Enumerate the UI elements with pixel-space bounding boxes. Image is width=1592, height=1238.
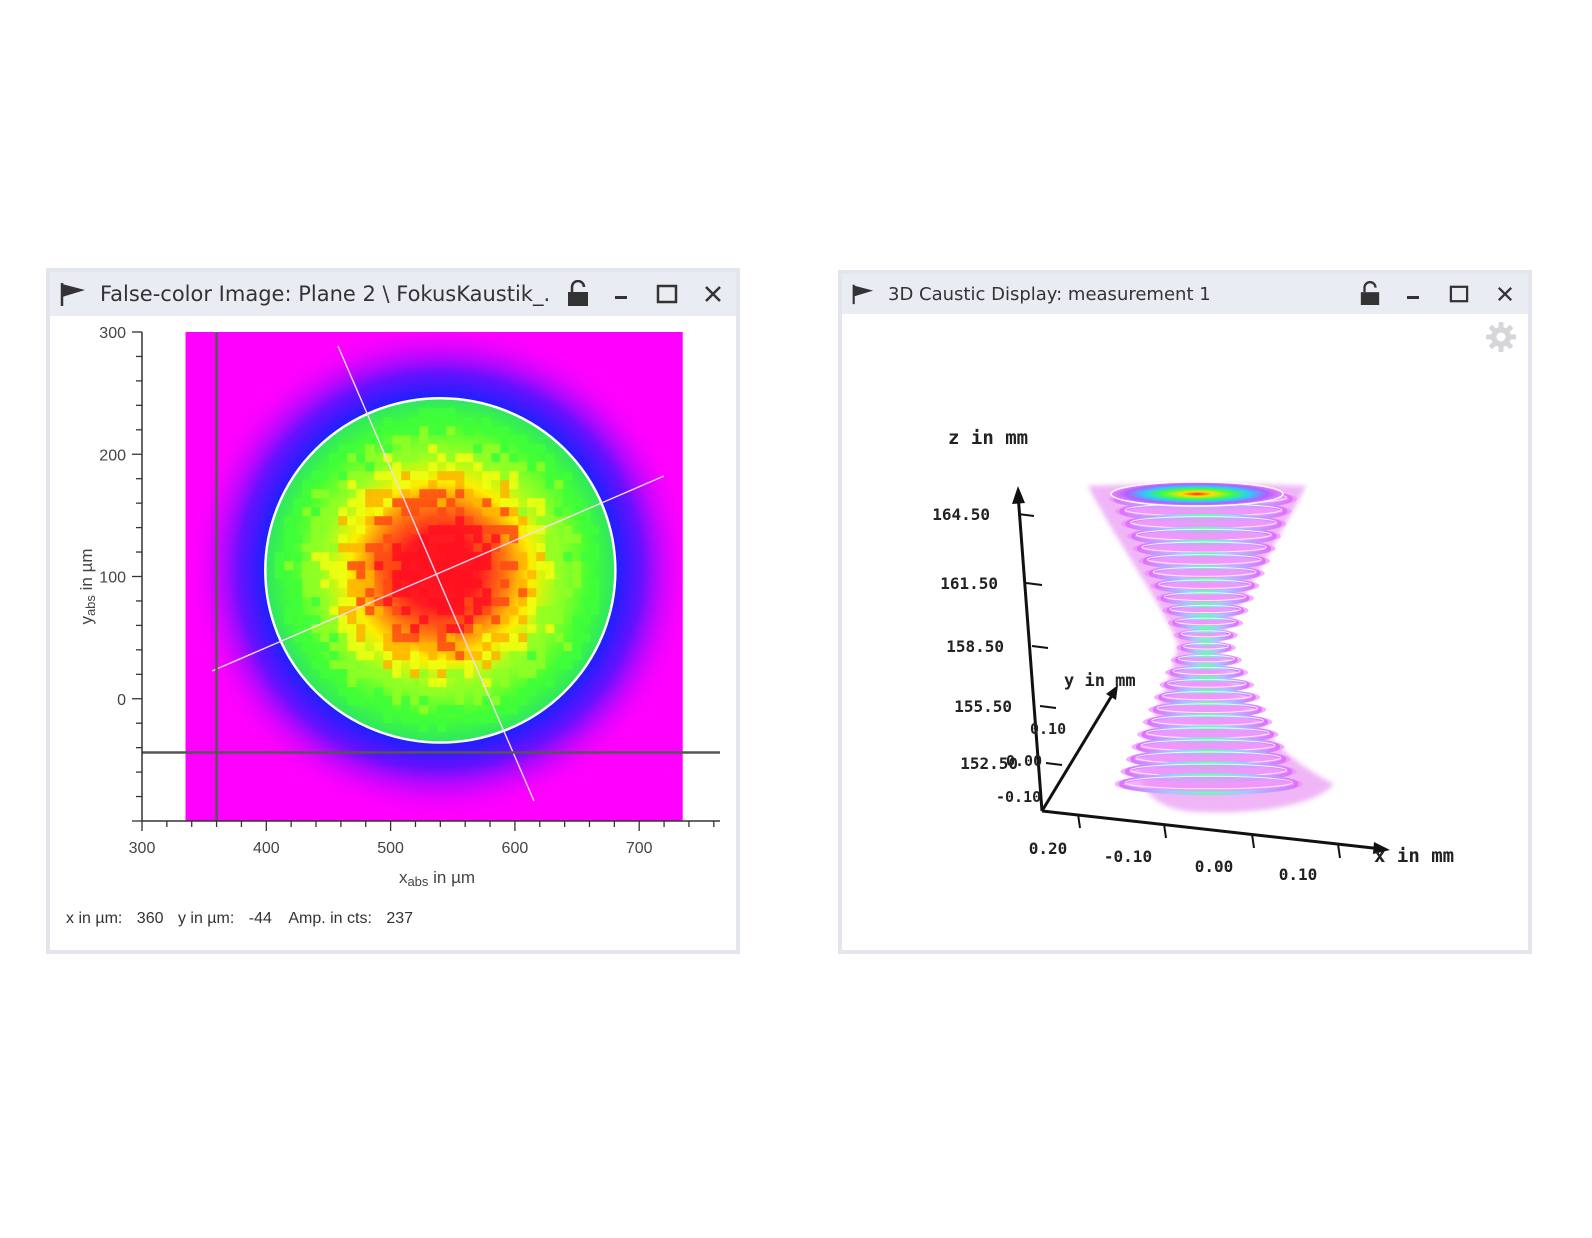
y-tick-label: 0.10 bbox=[1030, 720, 1066, 738]
flag-icon bbox=[852, 284, 874, 305]
x-tick-label: 0.10 bbox=[1279, 865, 1318, 884]
close-icon bbox=[705, 286, 721, 302]
z-tick-label: 158.50 bbox=[946, 637, 1004, 656]
minimize-icon bbox=[1407, 296, 1419, 299]
x-tick-label: 400 bbox=[253, 840, 280, 857]
x-tick bbox=[1077, 813, 1081, 829]
z-tick-label: 164.50 bbox=[932, 505, 990, 524]
z-axis-arrow bbox=[1012, 486, 1025, 504]
window-title: 3D Caustic Display: measurement 1 bbox=[888, 283, 1211, 305]
window-titlebar[interactable]: 3D Caustic Display: measurement 1 bbox=[842, 274, 1528, 314]
x-tick bbox=[1163, 823, 1167, 839]
lock-icon bbox=[568, 280, 588, 306]
caustic-top-slice bbox=[1111, 482, 1283, 506]
beam-major-axis bbox=[337, 345, 535, 802]
x-axis-title: xabs in µm bbox=[399, 868, 475, 889]
flag-icon bbox=[60, 283, 85, 306]
close-icon bbox=[1497, 286, 1513, 302]
lock-button[interactable] bbox=[1350, 274, 1390, 314]
x-axis-label: x in mm bbox=[1374, 845, 1454, 867]
caustic-rings bbox=[1109, 488, 1303, 795]
z-tick bbox=[1039, 705, 1057, 709]
window-titlebar[interactable]: False-color Image: Plane 2 \ FokusKausti… bbox=[50, 272, 736, 316]
caustic-3d-plot-area: 164.50 161.50 158.50 155.50 152.50 0.10 0.00 -0… bbox=[842, 314, 1528, 950]
z-axis-line bbox=[1016, 493, 1044, 812]
y-tick-label: 200 bbox=[99, 447, 126, 464]
y-tick-label: -0.10 bbox=[996, 788, 1041, 806]
z-axis-label: z in mm bbox=[948, 427, 1028, 449]
x-tick-label: -0.10 bbox=[1104, 847, 1152, 866]
z-tick bbox=[1045, 762, 1063, 766]
maximize-icon bbox=[1449, 285, 1469, 303]
cursor-status-bar: x in µm: 360 y in µm: -44 Amp. in cts: 2… bbox=[66, 910, 413, 928]
x-tick-label: 0.20 bbox=[1029, 839, 1068, 858]
y-tick-label: 0 bbox=[117, 692, 126, 709]
minimize-button[interactable] bbox=[598, 274, 644, 314]
x-tick-label: 300 bbox=[129, 840, 156, 857]
maximize-icon bbox=[656, 284, 678, 304]
x-tick-label: 700 bbox=[626, 840, 653, 857]
y-cursor-value: -44 bbox=[248, 910, 272, 927]
false-color-image-chart[interactable]: 300 400 500 600 700 300 200 100 0 xabs in µm yabs … bbox=[50, 316, 736, 906]
x-tick bbox=[1337, 843, 1341, 859]
beam-contour-ring bbox=[264, 396, 617, 744]
amplitude-value: 237 bbox=[386, 910, 414, 927]
lock-button[interactable] bbox=[558, 274, 598, 314]
gear-icon[interactable] bbox=[1484, 320, 1518, 354]
y-axis-label: y in mm bbox=[1064, 671, 1136, 691]
y-tick-label: 100 bbox=[99, 570, 126, 587]
x-axis-arrow bbox=[1373, 842, 1390, 854]
window-title: False-color Image: Plane 2 \ FokusKausti… bbox=[100, 282, 548, 306]
x-tick-label: 0.00 bbox=[1195, 857, 1234, 876]
z-tick-label: 152.50 bbox=[960, 754, 1018, 773]
x-axis-line bbox=[1041, 809, 1383, 851]
x-tick bbox=[1251, 833, 1255, 849]
y-tick-label: 0.00 bbox=[1006, 752, 1042, 770]
maximize-button[interactable] bbox=[644, 274, 690, 314]
caustic-3d-window: 3D Caustic Display: measurement 1 bbox=[838, 270, 1532, 954]
z-tick-label: 161.50 bbox=[940, 574, 998, 593]
y-axis-line bbox=[1040, 691, 1116, 812]
z-tick-label: 155.50 bbox=[954, 697, 1012, 716]
y-axis-title: yabs in µm bbox=[77, 548, 98, 624]
y-axis-arrow bbox=[1106, 685, 1118, 700]
x-tick-label: 600 bbox=[502, 840, 529, 857]
minimize-icon bbox=[615, 296, 627, 299]
x-cursor-label: x in µm: bbox=[66, 910, 123, 927]
false-color-plot-area: 300 400 500 600 700 300 200 100 0 xabs in µm yabs … bbox=[50, 316, 736, 950]
caustic-3d-chart[interactable]: 164.50 161.50 158.50 155.50 152.50 0.10 0.00 -0… bbox=[842, 314, 1528, 954]
x-tick-label: 500 bbox=[377, 840, 404, 857]
x-cursor-value: 360 bbox=[136, 910, 164, 927]
y-tick-label: 300 bbox=[99, 325, 126, 342]
amplitude-label: Amp. in cts: bbox=[288, 910, 372, 927]
beam-minor-axis bbox=[211, 475, 665, 672]
z-tick bbox=[1025, 582, 1043, 586]
false-color-image-window: False-color Image: Plane 2 \ FokusKausti… bbox=[46, 268, 740, 954]
maximize-button[interactable] bbox=[1436, 274, 1482, 314]
y-cursor-label: y in µm: bbox=[177, 910, 235, 927]
close-button[interactable] bbox=[1482, 274, 1528, 314]
lock-icon bbox=[1360, 281, 1380, 305]
z-tick bbox=[1031, 645, 1049, 649]
caustic-ring bbox=[1119, 773, 1299, 795]
close-button[interactable] bbox=[690, 274, 736, 314]
z-tick bbox=[1017, 513, 1035, 517]
minimize-button[interactable] bbox=[1390, 274, 1436, 314]
